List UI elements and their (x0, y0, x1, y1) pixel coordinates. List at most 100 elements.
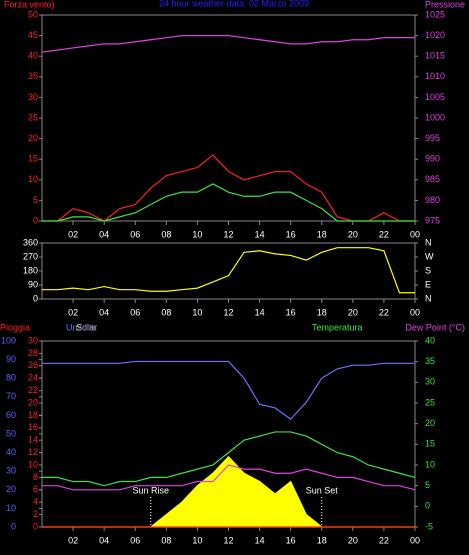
y-tick-label: 80 (6, 373, 16, 383)
y-tick-label: E (425, 279, 431, 289)
y-tick-label: 40 (425, 335, 435, 345)
x-tick-label: 20 (348, 535, 358, 545)
series-line (42, 154, 415, 222)
x-tick-label: 14 (255, 229, 265, 239)
y-tick-label: 360 (23, 237, 38, 247)
x-tick-label: 10 (192, 307, 202, 317)
series-label: Pioggia (0, 322, 30, 332)
x-tick-label: 10 (192, 535, 202, 545)
x-tick-label: 14 (255, 307, 265, 317)
y-tick-label: 35 (425, 356, 435, 366)
series-line (42, 431, 416, 487)
series-line (42, 183, 415, 222)
y-tick-label: 90 (28, 279, 38, 289)
y-tick-label: 995 (425, 133, 440, 143)
series-label: Umidita (66, 322, 97, 332)
y-tick-label: 4 (33, 497, 38, 507)
series-line (42, 464, 416, 491)
y-tick-label: S (425, 265, 431, 275)
x-tick-label: 20 (348, 229, 358, 239)
y-tick-label: 25 (425, 397, 435, 407)
x-tick-label: 00 (410, 535, 420, 545)
y-tick-label: 22 (28, 385, 38, 395)
y-tick-label: 1010 (425, 71, 445, 81)
y-tick-label: 5 (425, 480, 430, 490)
x-tick-label: 08 (161, 307, 171, 317)
y-tick-label: 28 (28, 348, 38, 358)
series-line (42, 247, 415, 294)
y-tick-label: 30 (425, 377, 435, 387)
series-label: Dew Point (°C) (405, 322, 465, 332)
y-tick-label: 14 (28, 435, 38, 445)
x-tick-label: 06 (130, 229, 140, 239)
x-tick-label: 22 (379, 535, 389, 545)
series-area (42, 455, 415, 528)
y-tick-label: 0 (33, 521, 38, 531)
y-tick-label: 10 (28, 174, 38, 184)
y-tick-label: 30 (28, 92, 38, 102)
series-label: Pressione (425, 0, 465, 9)
y-tick-label: 15 (425, 439, 435, 449)
plot-frame (41, 14, 416, 222)
series-line (41, 35, 415, 53)
y-tick-label: 40 (6, 447, 16, 457)
y-tick-label: 0 (11, 521, 16, 531)
y-tick-label: 985 (425, 174, 440, 184)
y-tick-label: 990 (425, 154, 440, 164)
x-tick-label: 16 (286, 229, 296, 239)
y-tick-label: 26 (28, 360, 38, 370)
y-tick-label: 10 (28, 459, 38, 469)
y-tick-label: 1000 (425, 112, 445, 122)
y-tick-label: 10 (6, 503, 16, 513)
y-tick-label: 30 (28, 335, 38, 345)
y-tick-label: 1015 (425, 51, 445, 61)
y-tick-label: -5 (425, 521, 433, 531)
y-tick-label: 50 (28, 9, 38, 19)
y-tick-label: 5 (33, 195, 38, 205)
y-tick-label: 0 (425, 501, 430, 511)
y-tick-label: 24 (28, 373, 38, 383)
y-tick-label: 18 (28, 410, 38, 420)
x-tick-label: 02 (68, 307, 78, 317)
y-tick-label: 270 (23, 251, 38, 261)
x-tick-label: 16 (286, 535, 296, 545)
y-tick-label: 0 (33, 215, 38, 225)
y-tick-label: 1005 (425, 92, 445, 102)
x-tick-label: 22 (379, 229, 389, 239)
x-tick-label: 18 (317, 535, 327, 545)
x-tick-label: 22 (379, 307, 389, 317)
y-tick-label: 20 (28, 397, 38, 407)
x-tick-label: 12 (223, 535, 233, 545)
y-tick-label: 50 (6, 428, 16, 438)
y-tick-label: 25 (28, 112, 38, 122)
x-tick-label: 00 (410, 229, 420, 239)
x-tick-label: 12 (223, 229, 233, 239)
x-tick-label: 18 (317, 307, 327, 317)
x-tick-label: 02 (68, 535, 78, 545)
y-tick-label: 20 (28, 133, 38, 143)
y-tick-label: 12 (28, 447, 38, 457)
y-tick-label: 15 (28, 154, 38, 164)
y-tick-label: 100 (1, 335, 16, 345)
x-tick-label: 16 (286, 307, 296, 317)
series-label: Forza vento) (4, 0, 55, 9)
y-tick-label: 20 (425, 418, 435, 428)
y-tick-label: 1025 (425, 9, 445, 19)
y-tick-label: 180 (23, 265, 38, 275)
chart-title: 24 hour weather data: 02 Marzo 2009 (159, 0, 309, 8)
y-tick-label: 8 (33, 472, 38, 482)
series-label: Solar (76, 322, 97, 332)
x-tick-label: 04 (99, 229, 109, 239)
y-tick-label: 10 (425, 459, 435, 469)
y-tick-label: 35 (28, 71, 38, 81)
y-tick-label: 90 (6, 354, 16, 364)
y-tick-label: 0 (33, 293, 38, 303)
y-tick-label: 30 (6, 466, 16, 476)
y-tick-label: 16 (28, 422, 38, 432)
x-tick-label: 18 (317, 229, 327, 239)
plot-frame (41, 242, 416, 300)
x-tick-label: 14 (255, 535, 265, 545)
x-tick-label: 06 (130, 307, 140, 317)
x-tick-label: 04 (99, 535, 109, 545)
